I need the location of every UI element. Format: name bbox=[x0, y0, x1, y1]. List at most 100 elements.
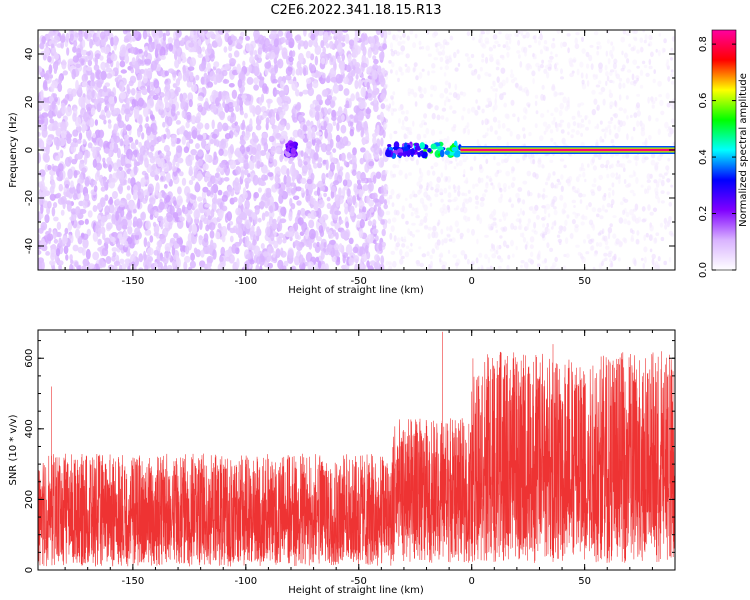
heatmap-cell bbox=[257, 217, 262, 223]
heatmap-cell bbox=[421, 253, 427, 258]
heatmap-cell bbox=[585, 73, 588, 80]
heatmap-cell bbox=[646, 188, 650, 194]
heatmap-cell bbox=[481, 108, 485, 114]
heatmap-cell bbox=[477, 266, 481, 270]
heatmap-cell bbox=[131, 261, 135, 267]
heatmap-cell bbox=[400, 125, 406, 131]
heatmap-cell bbox=[506, 155, 510, 162]
heatmap-cell bbox=[547, 59, 553, 63]
heatmap-cell bbox=[138, 267, 144, 270]
heatmap-cell bbox=[516, 50, 521, 54]
heatmap-cell bbox=[511, 253, 515, 258]
heatmap-cell bbox=[366, 81, 370, 90]
heatmap-cell bbox=[427, 233, 431, 240]
heatmap-cell bbox=[671, 98, 675, 105]
heatmap-cell bbox=[541, 84, 545, 90]
heatmap-cell bbox=[104, 237, 111, 244]
heatmap-cell bbox=[439, 252, 444, 259]
heatmap-cell bbox=[370, 207, 374, 213]
heatmap-cell bbox=[205, 224, 210, 232]
heatmap-cell bbox=[385, 261, 390, 266]
heatmap-cell bbox=[65, 106, 73, 117]
heatmap-cell bbox=[505, 170, 511, 177]
heatmap-cell bbox=[125, 212, 133, 220]
heatmap-cell bbox=[623, 179, 627, 184]
heatmap-cell bbox=[310, 33, 316, 41]
heatmap-cell bbox=[81, 81, 88, 88]
heatmap-cell bbox=[381, 228, 386, 237]
heatmap-cell bbox=[257, 47, 263, 55]
heatmap-cell bbox=[109, 142, 115, 151]
heatmap-cell bbox=[134, 139, 139, 146]
heatmap-cell bbox=[546, 109, 550, 113]
heatmap-cell bbox=[133, 110, 138, 120]
heatmap-cell bbox=[345, 179, 353, 188]
heatmap-cell bbox=[294, 239, 299, 247]
heatmap-cell bbox=[392, 164, 397, 169]
heatmap-cell bbox=[117, 206, 122, 214]
heatmap-cell bbox=[533, 230, 538, 235]
heatmap-cell bbox=[303, 67, 307, 77]
heatmap-cell bbox=[189, 260, 196, 269]
heatmap-cell bbox=[307, 213, 312, 219]
heatmap-cell bbox=[439, 56, 444, 63]
heatmap-cell bbox=[183, 130, 189, 138]
heatmap-cell bbox=[249, 118, 253, 128]
heatmap-cell bbox=[405, 245, 410, 249]
heatmap-cell bbox=[660, 179, 665, 187]
heatmap-cell bbox=[325, 43, 330, 49]
heatmap-cell bbox=[535, 110, 539, 115]
heatmap-cell bbox=[471, 228, 475, 236]
heatmap-cell bbox=[541, 193, 546, 200]
heatmap-cell bbox=[355, 73, 359, 80]
heatmap-cell bbox=[326, 202, 332, 210]
heatmap-cell bbox=[380, 255, 385, 265]
heatmap-cell bbox=[336, 161, 341, 172]
heatmap-cell bbox=[273, 45, 280, 55]
heatmap-cell bbox=[598, 242, 603, 248]
heatmap-cell bbox=[490, 210, 495, 218]
heatmap-cell bbox=[366, 66, 372, 74]
heatmap-cell bbox=[48, 96, 54, 103]
heatmap-cell bbox=[496, 76, 500, 83]
heatmap-cell bbox=[579, 102, 585, 106]
heatmap-cell bbox=[654, 97, 658, 102]
heatmap-cell bbox=[258, 187, 262, 193]
heatmap-cell bbox=[462, 158, 467, 163]
heatmap-cell bbox=[255, 264, 260, 270]
heatmap-cell bbox=[401, 119, 405, 126]
heatmap-cell bbox=[191, 115, 196, 123]
heatmap-cell bbox=[189, 57, 197, 67]
heatmap-cell bbox=[231, 243, 237, 254]
heatmap-cell bbox=[259, 265, 263, 270]
heatmap-cell bbox=[305, 78, 312, 84]
heatmap-cell bbox=[97, 214, 102, 220]
heatmap-cell bbox=[231, 35, 237, 42]
heatmap-cell bbox=[81, 73, 89, 83]
heatmap-cell bbox=[657, 49, 661, 57]
heatmap-cell bbox=[70, 259, 74, 265]
heatmap-cell bbox=[540, 113, 545, 118]
heatmap-cell bbox=[581, 79, 585, 85]
heatmap-cell bbox=[103, 119, 107, 125]
heatmap-cell bbox=[381, 174, 387, 182]
heatmap-cell bbox=[198, 30, 205, 36]
heatmap-cell bbox=[348, 237, 354, 245]
heatmap-cell bbox=[584, 178, 587, 183]
heatmap-cell bbox=[663, 172, 668, 176]
heatmap-cell bbox=[217, 209, 224, 220]
heatmap-cell bbox=[444, 80, 449, 86]
heatmap-cell bbox=[464, 215, 469, 223]
heatmap-cell bbox=[204, 144, 211, 151]
heatmap-cell bbox=[655, 48, 658, 53]
heatmap-cell bbox=[342, 179, 348, 187]
heatmap-cell bbox=[469, 166, 474, 171]
heatmap-cell bbox=[40, 212, 44, 219]
heatmap-cell bbox=[291, 50, 296, 57]
heatmap-cell bbox=[202, 163, 209, 171]
heatmap-cell bbox=[143, 106, 149, 118]
heatmap-cell bbox=[334, 210, 341, 216]
heatmap-cell bbox=[604, 164, 608, 168]
heatmap-cell bbox=[446, 226, 449, 232]
heatmap-cell bbox=[219, 256, 224, 262]
